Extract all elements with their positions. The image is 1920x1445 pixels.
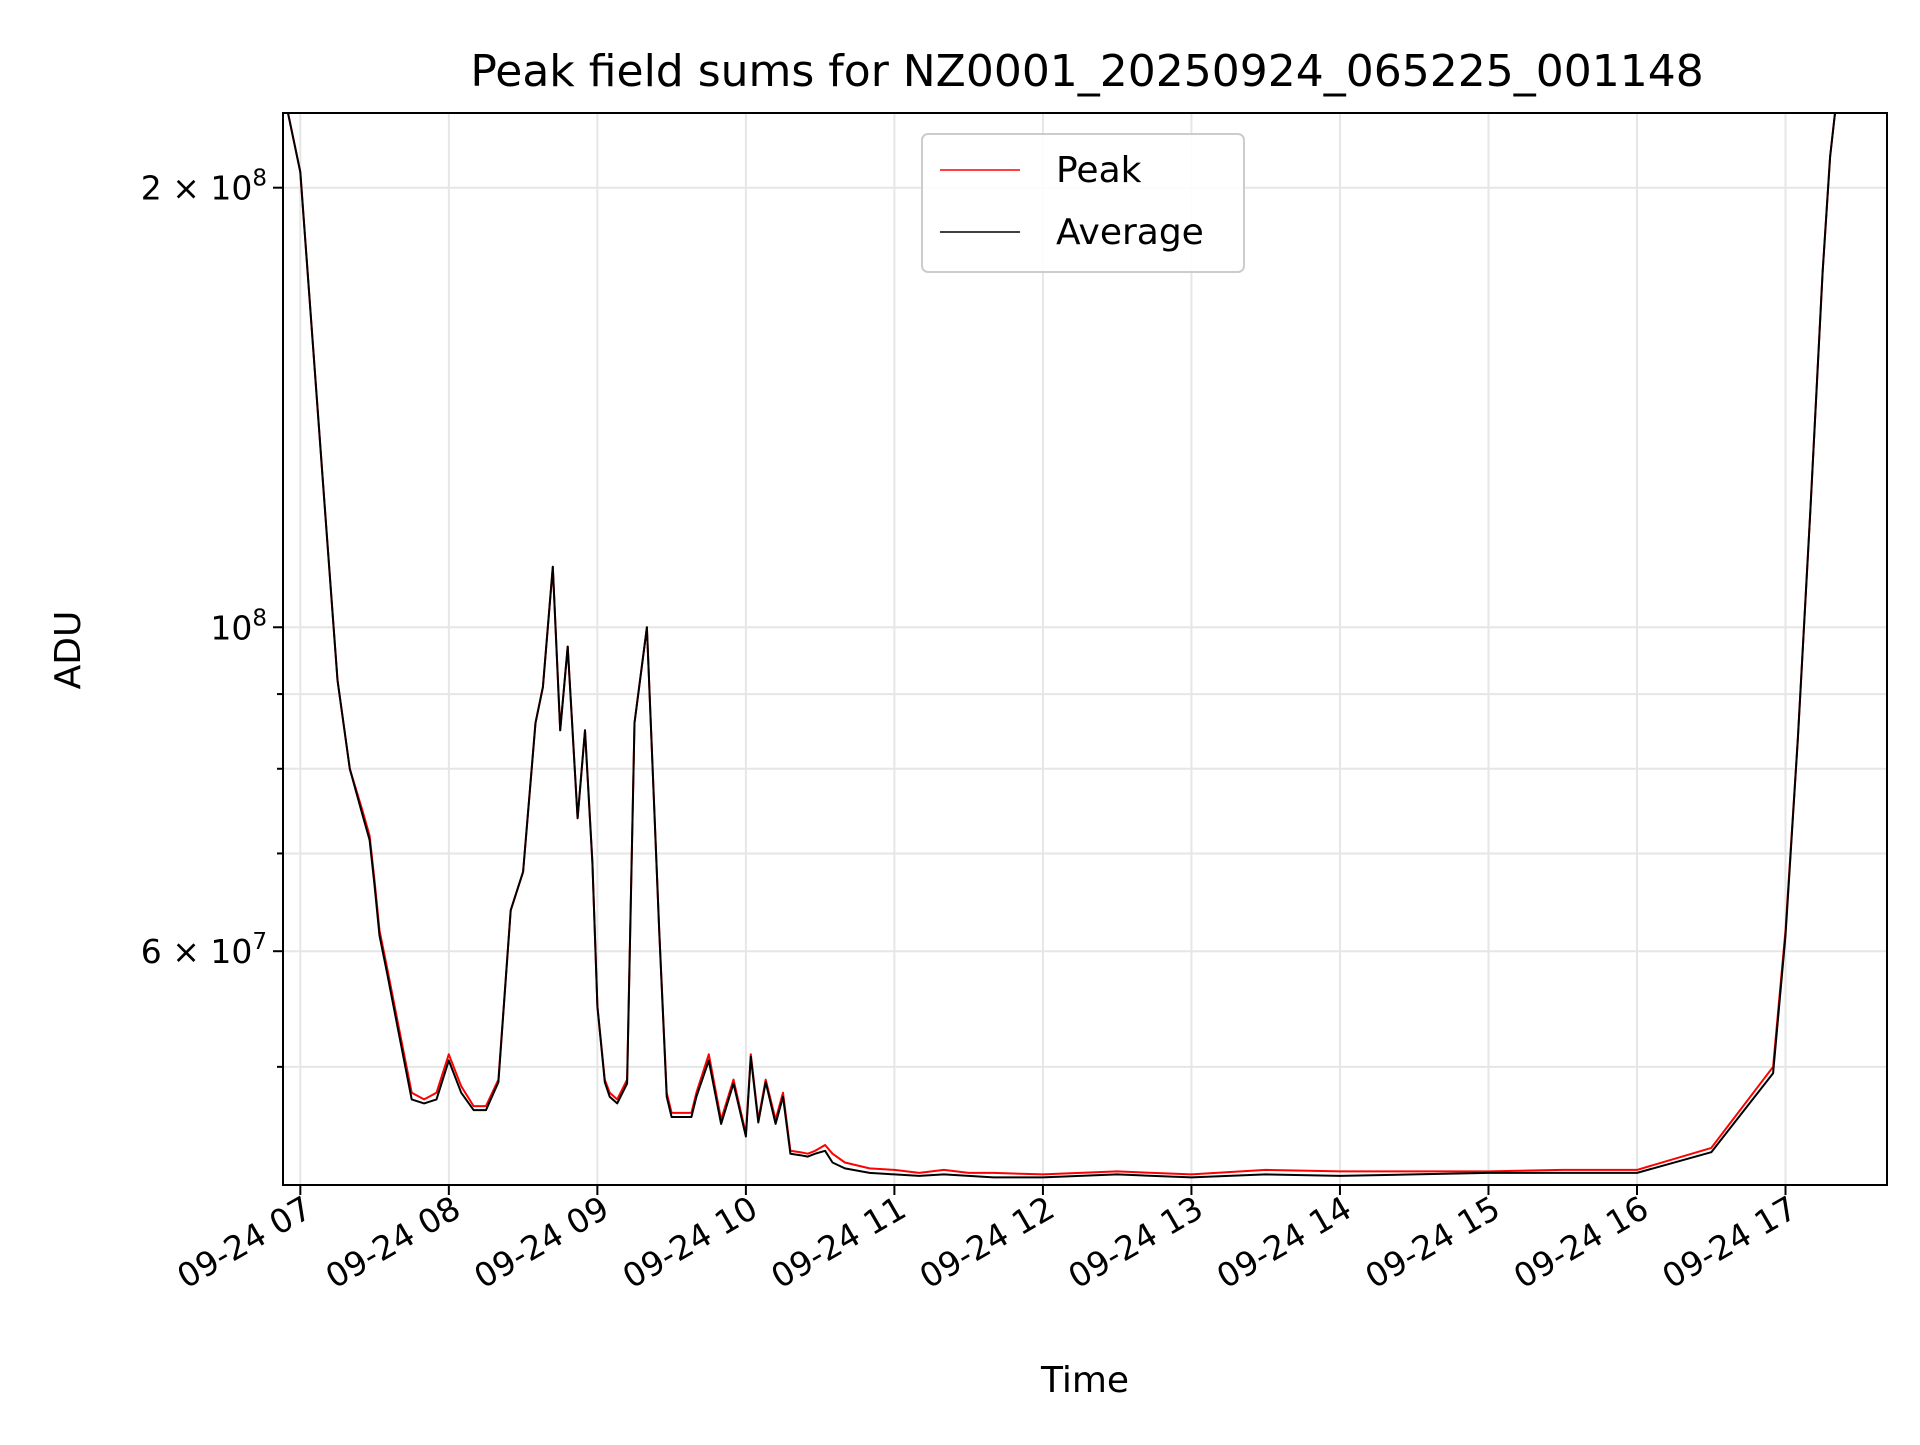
chart-title: Peak field sums for NZ0001_20250924_0652…	[470, 46, 1703, 97]
legend-box	[921, 133, 1245, 273]
y-tick-label-exponent: 8	[252, 166, 267, 192]
y-tick-label: 108	[210, 605, 267, 647]
legend-label-average: Average	[1056, 212, 1204, 253]
y-tick-label-base: 2 × 10	[141, 169, 253, 208]
plot-frame	[282, 112, 1888, 1186]
y-tick-label-exponent: 7	[252, 929, 267, 955]
legend-label-peak: Peak	[1056, 150, 1142, 191]
y-tick-label-exponent: 8	[252, 605, 267, 631]
series-layer	[287, 113, 1885, 1179]
series-line-average	[287, 113, 1885, 1179]
grid-layer	[283, 113, 1887, 1185]
y-axis-label: ADU	[48, 611, 89, 690]
y-tick-label: 6 × 107	[141, 929, 267, 971]
y-tick-label: 2 × 108	[141, 166, 267, 208]
y-tick-label-base: 6 × 10	[141, 932, 253, 971]
y-tick-label-base: 10	[210, 608, 252, 647]
x-axis-label: Time	[1040, 1360, 1129, 1401]
legend: Peak Average	[921, 133, 1245, 273]
series-line-peak	[287, 113, 1885, 1176]
